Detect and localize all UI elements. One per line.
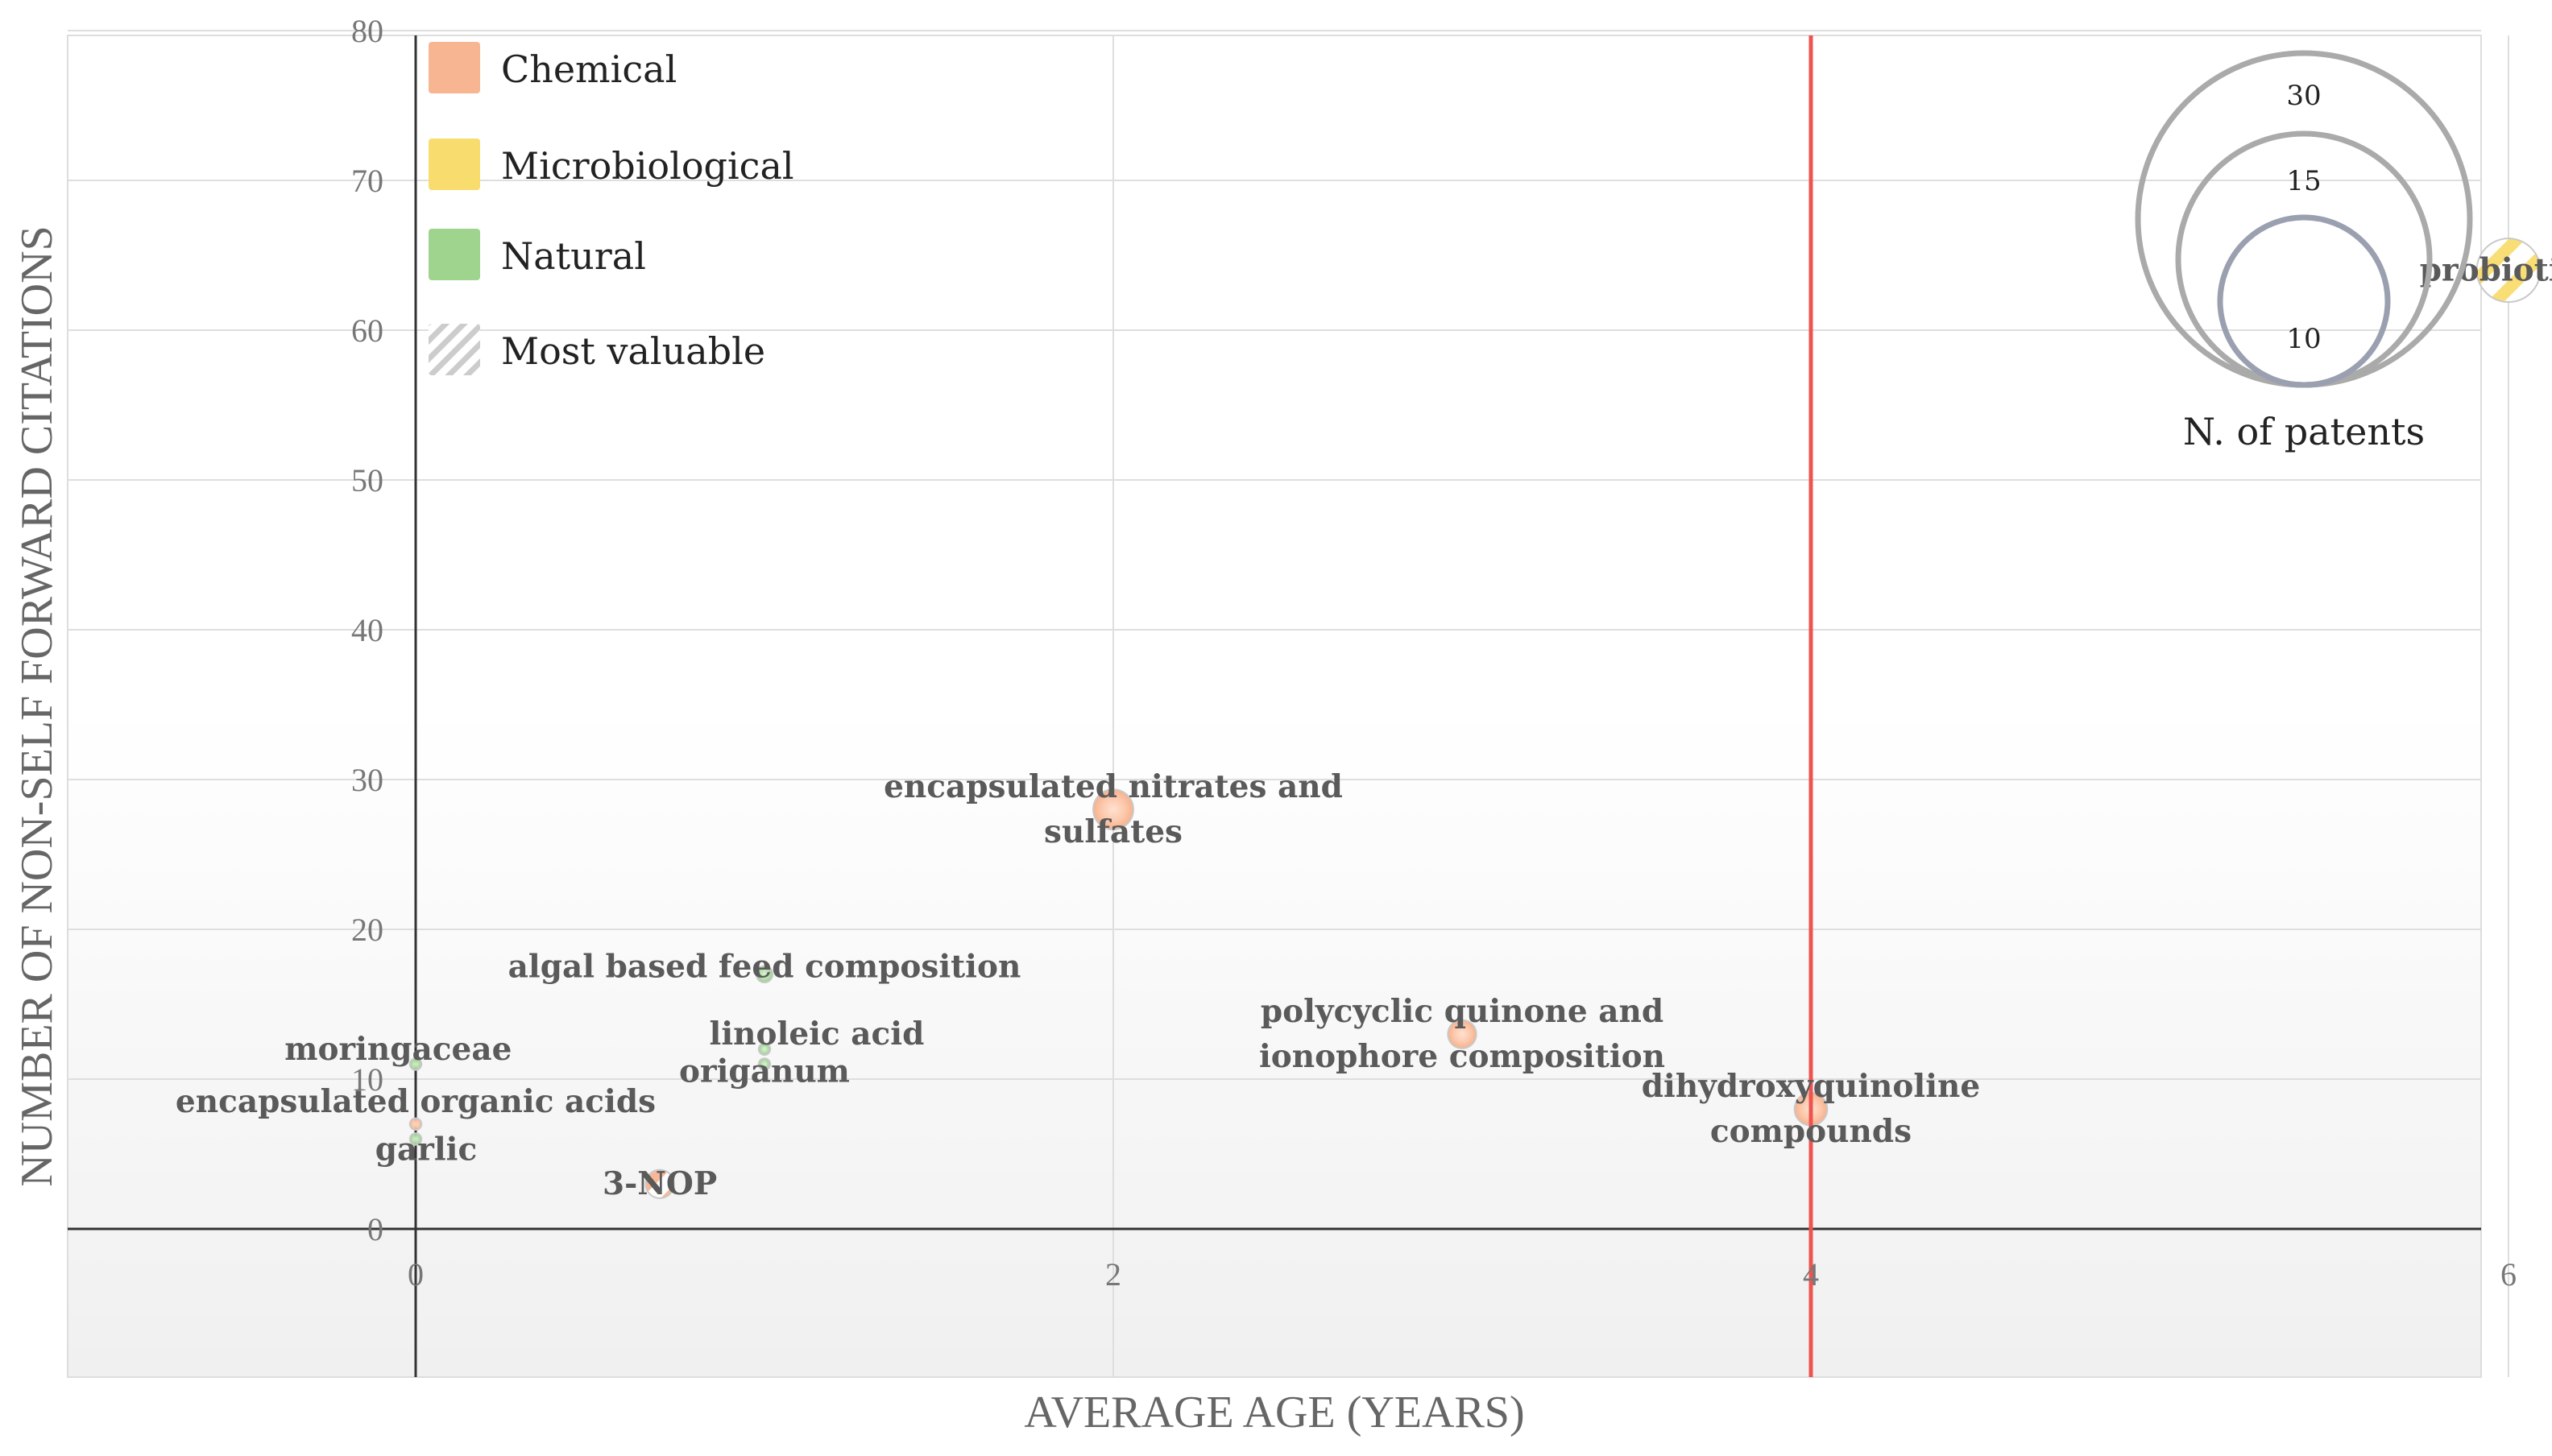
bubble-label: probiotics — [2420, 252, 2552, 289]
bubble-label: moringaceae — [284, 1031, 512, 1068]
bubble — [757, 1057, 772, 1071]
bubble-label: linoleic acid — [710, 1015, 925, 1053]
x-tick-label: 4 — [1803, 1256, 1819, 1293]
axes — [68, 35, 2481, 1377]
x-axis-title: AVERAGE AGE (YEARS) — [1024, 1388, 1524, 1437]
x-tick-label: 0 — [408, 1256, 424, 1293]
bubble — [644, 1169, 675, 1199]
y-tick-label: 70 — [351, 163, 383, 199]
y-tick-label: 60 — [351, 312, 383, 349]
bubble-label: encapsulated organic acids — [176, 1083, 656, 1120]
bubble-label: 3-NOP — [603, 1165, 717, 1202]
y-tick-label: 80 — [351, 13, 383, 49]
category-legend: Chemical Microbiological Natural Most valua… — [429, 42, 794, 375]
size-legend-label: 10 — [2286, 323, 2321, 355]
legend-swatch — [429, 229, 480, 280]
legend-label: Natural — [501, 234, 646, 278]
y-axis-title: NUMBER OF NON-SELF FORWARD CITATIONS — [12, 225, 62, 1186]
bubble-label: origanum — [679, 1053, 850, 1090]
bubble — [408, 1057, 423, 1071]
bubble-label: polycyclic quinone and ionophore composit… — [1259, 993, 1665, 1075]
y-tick-label: 10 — [351, 1061, 383, 1098]
legend-swatch — [429, 324, 480, 375]
legend-label: Microbiological — [501, 144, 794, 188]
y-tick-label: 20 — [351, 912, 383, 948]
size-legend: 30 15 10 N. of patents — [2135, 50, 2473, 453]
bubble-label: garlic — [375, 1131, 477, 1168]
reference-lines — [1808, 35, 1813, 1377]
legend-label: Most valuable — [501, 329, 765, 373]
size-legend-label: 30 — [2286, 80, 2321, 112]
bubble — [408, 1132, 423, 1146]
bubble — [1447, 1019, 1477, 1049]
y-tick-label: 50 — [351, 462, 383, 498]
bubbles — [408, 238, 2542, 1199]
bubble — [408, 1117, 423, 1131]
bubble — [757, 1042, 772, 1057]
size-legend-circle — [2217, 214, 2391, 388]
bubble — [2475, 238, 2542, 304]
size-legend-title: N. of patents — [2183, 410, 2425, 453]
legend-swatch — [429, 42, 480, 93]
bubble — [1092, 788, 1134, 831]
tick-labels: 02468101201020304050607080 — [351, 13, 2517, 1293]
y-tick-label: 40 — [351, 612, 383, 648]
bubble-label: algal based feed composition — [508, 949, 1021, 986]
bubble — [755, 965, 774, 983]
legend-swatch — [429, 139, 480, 190]
y-tick-label: 30 — [351, 762, 383, 798]
bubble-label: encapsulated nitrates and sulfates — [884, 768, 1343, 850]
size-legend-label: 15 — [2286, 165, 2321, 197]
x-tick-label: 6 — [2500, 1256, 2517, 1293]
legend-label: Chemical — [501, 48, 677, 91]
bubble-labels: probioticsenzymesencapsulated nitrates a… — [176, 252, 2552, 1203]
x-tick-label: 2 — [1105, 1256, 1121, 1293]
y-tick-label: 0 — [367, 1211, 383, 1247]
bubble-label: dihydroxyquinoline compounds — [1642, 1068, 1980, 1150]
